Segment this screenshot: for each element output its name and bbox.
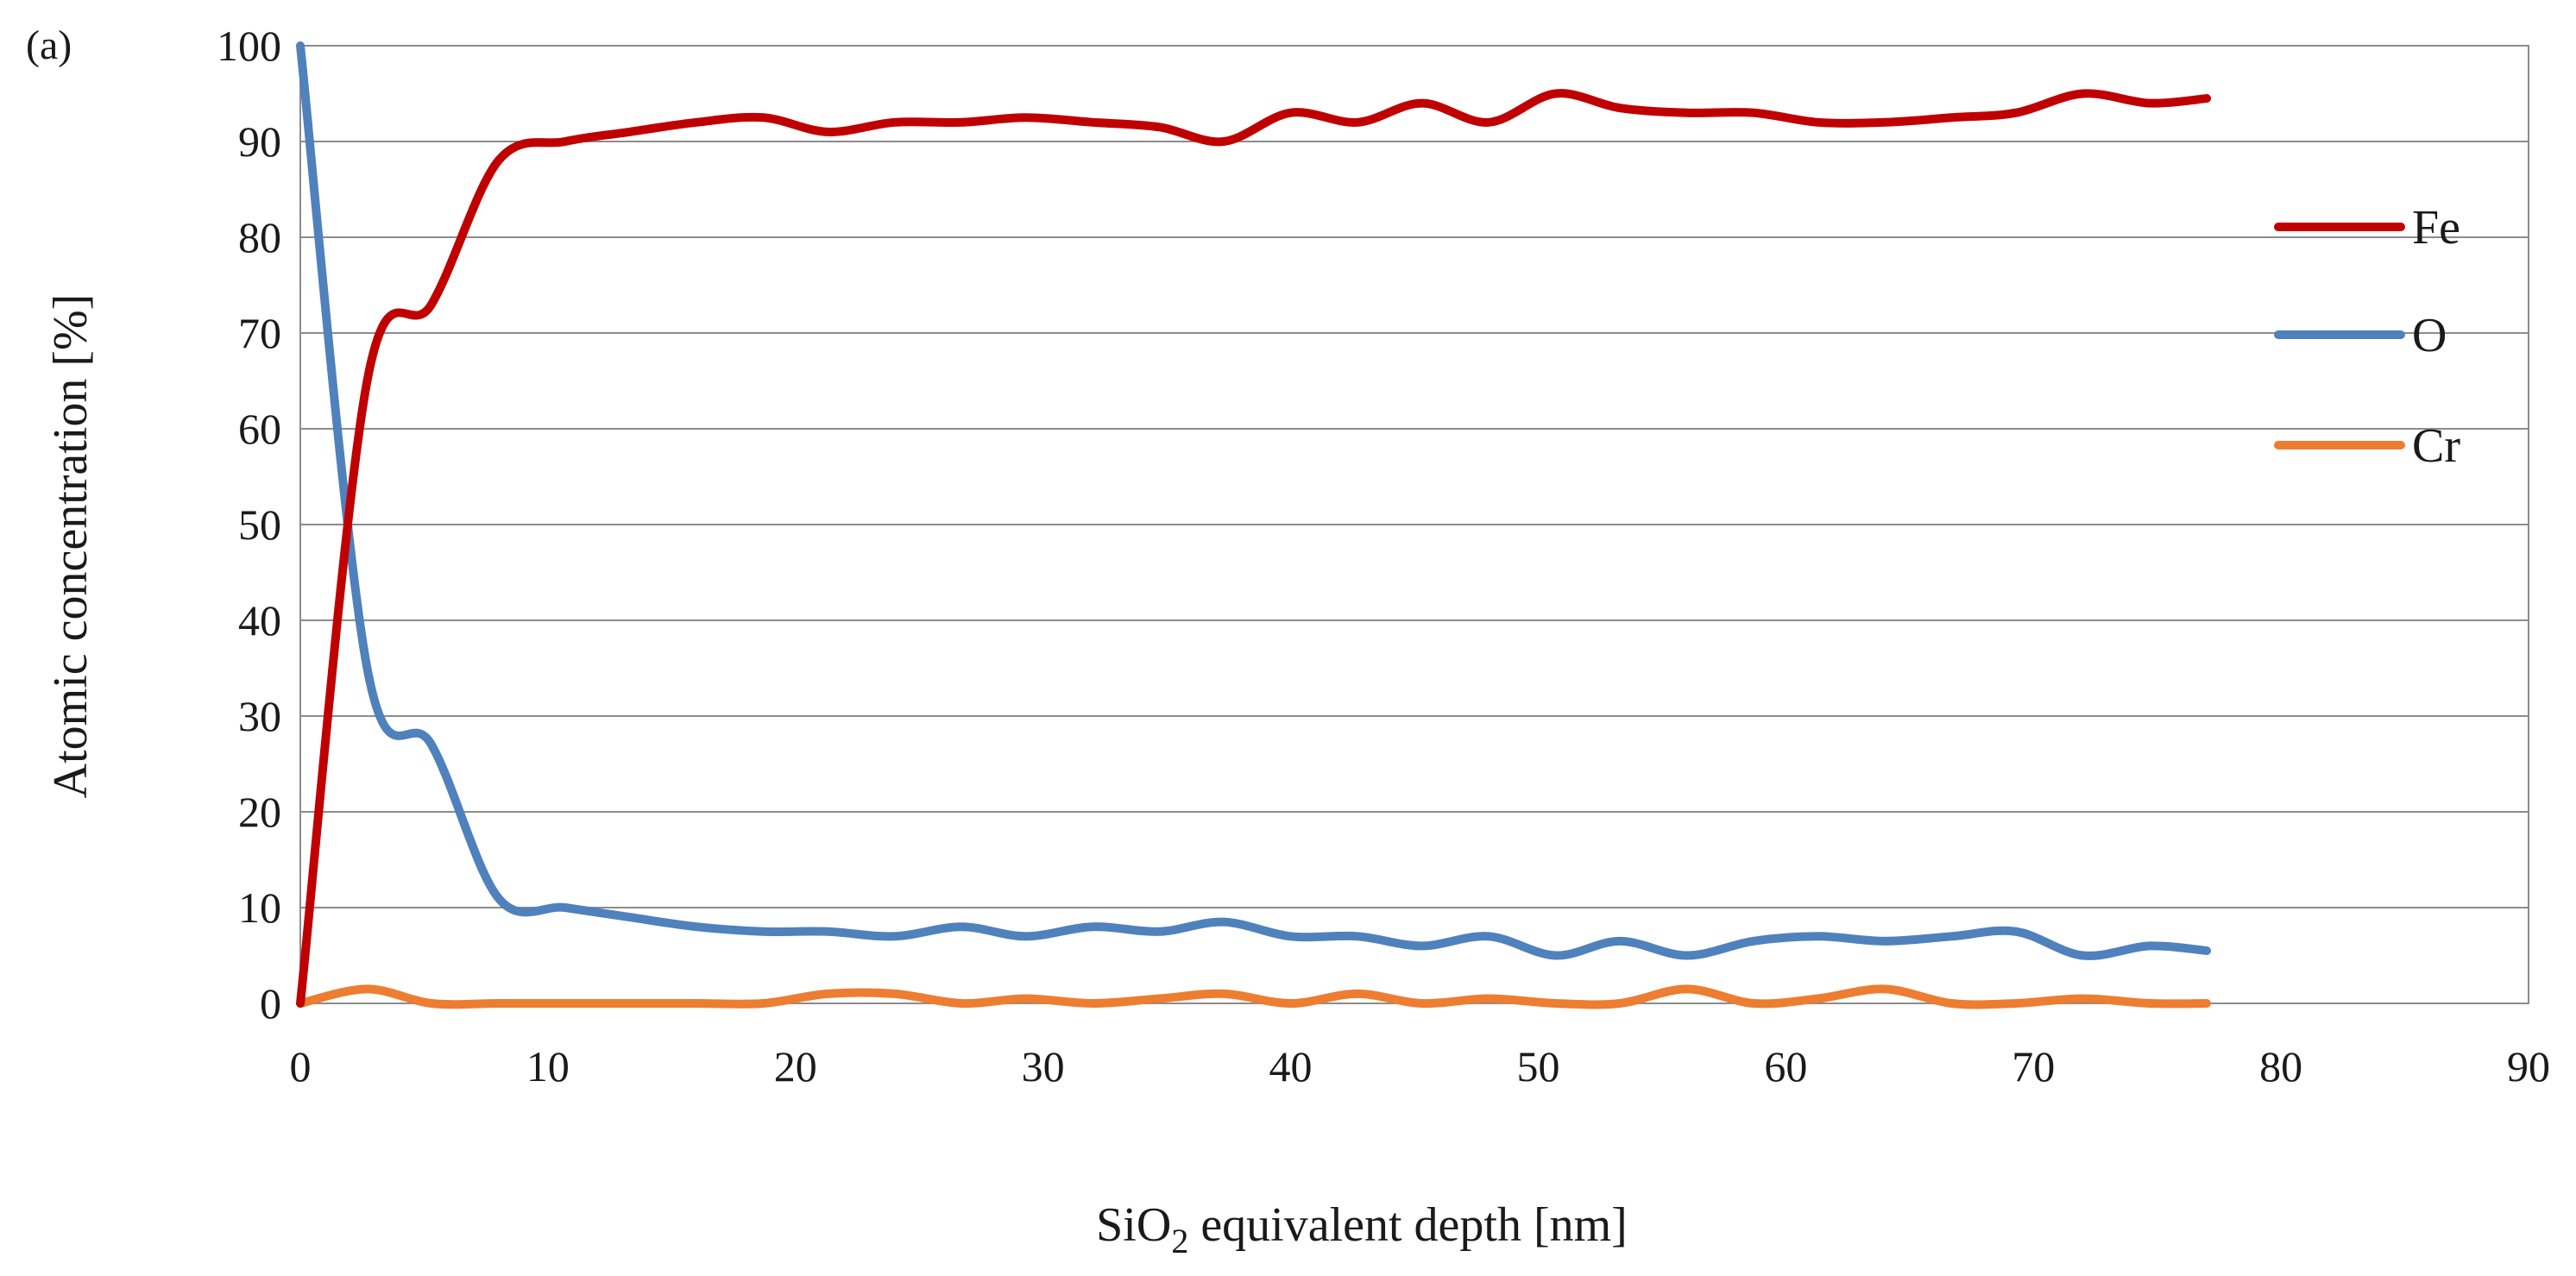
x-tick-label: 0 [290, 1042, 312, 1091]
legend-label-fe: Fe [2412, 201, 2460, 255]
x-tick-label: 60 [1764, 1042, 1807, 1091]
x-tick-label: 50 [1516, 1042, 1559, 1091]
series-line-fe [296, 89, 2212, 1008]
panel-label: (a) [26, 22, 72, 68]
y-tick-label: 20 [238, 788, 281, 836]
legend-label-o: O [2412, 309, 2447, 362]
x-tick-label: 40 [1269, 1042, 1313, 1091]
x-tick-label: 80 [2259, 1042, 2302, 1091]
series-line-o [296, 41, 2212, 960]
y-tick-label: 30 [238, 692, 281, 740]
x-axis-title: SiO2 equivalent depth [nm] [1096, 1198, 1628, 1260]
x-axis-title-suffix: equivalent depth [nm] [1188, 1198, 1628, 1252]
series-line-cr [296, 984, 2212, 1009]
x-axis-title-subscript: 2 [1171, 1222, 1188, 1260]
y-tick-label: 50 [238, 500, 281, 549]
y-tick-label: 0 [260, 979, 281, 1028]
legend-label-cr: Cr [2412, 419, 2460, 473]
series-lines [296, 41, 2212, 1009]
x-tick-label: 20 [774, 1042, 817, 1091]
y-tick-label: 90 [238, 117, 281, 166]
y-tick-label: 60 [238, 405, 281, 453]
x-tick-label: 10 [526, 1042, 570, 1091]
x-tick-label: 70 [2012, 1042, 2055, 1091]
y-tick-label: 10 [238, 883, 281, 932]
y-tick-label: 80 [238, 213, 281, 261]
x-tick-labels: 0 10 20 30 40 50 60 70 80 90 [290, 1042, 2551, 1091]
y-axis-title: Atomic concentration [%] [44, 294, 98, 799]
y-tick-label: 40 [238, 596, 281, 644]
y-tick-label: 70 [238, 309, 281, 357]
x-axis-title-prefix: SiO [1096, 1198, 1171, 1252]
x-tick-label: 90 [2507, 1042, 2550, 1091]
y-tick-label: 100 [217, 22, 281, 70]
legend: Fe O Cr [2274, 201, 2460, 473]
x-tick-label: 30 [1022, 1042, 1065, 1091]
y-tick-labels: 0 10 20 30 40 50 60 70 80 90 100 [217, 22, 281, 1028]
